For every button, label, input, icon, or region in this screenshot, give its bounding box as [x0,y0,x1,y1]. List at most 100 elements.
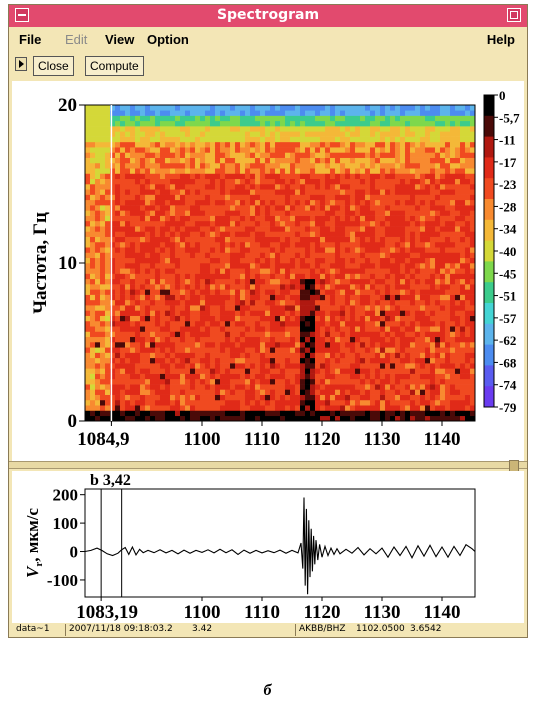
heatmap-cell [180,278,186,285]
menu-option[interactable]: Option [147,32,189,47]
heatmap-cell [415,257,421,264]
heatmap-cell [85,347,91,353]
heatmap-cell [170,231,176,237]
heatmap-cell [190,257,196,264]
heatmap-cell [255,378,261,385]
heatmap-cell [145,405,151,411]
heatmap-cell [155,320,161,327]
heatmap-cell [225,231,231,237]
heatmap-cell [130,236,136,243]
heatmap-cell [345,226,351,232]
heatmap-cell [215,194,221,201]
heatmap-cell [455,331,461,338]
heatmap-cell [100,331,106,338]
heatmap-cell [405,310,411,316]
heatmap-cell [320,115,326,122]
heatmap-cell [470,120,476,127]
expand-arrow-icon[interactable] [15,57,27,71]
heatmap-cell [465,205,471,211]
heatmap-cell [465,241,471,248]
heatmap-cell [240,120,246,127]
heatmap-cell [140,352,146,359]
heatmap-cell [380,342,386,348]
heatmap-cell [365,173,371,180]
heatmap-cell [255,347,261,353]
heatmap-cell [310,336,316,343]
heatmap-cell [395,294,401,301]
compute-button[interactable]: Compute [85,56,144,76]
heatmap-cell [280,110,286,116]
heatmap-cell [165,268,171,274]
heatmap-cell [460,199,466,206]
heatmap-cell [375,284,381,290]
heatmap-cell [210,252,216,259]
heatmap-cell [270,199,276,206]
menu-view[interactable]: View [105,32,135,47]
heatmap-cell [190,120,196,127]
heatmap-cell [165,394,171,401]
heatmap-cell [390,231,396,237]
menu-help[interactable]: Help [486,32,515,47]
heatmap-cell [315,247,321,253]
heatmap-cell [245,236,251,243]
heatmap-cell [180,320,186,327]
heatmap-cell [385,236,391,243]
pane-divider[interactable] [9,461,527,469]
heatmap-cell [385,105,391,111]
heatmap-cell [415,226,421,232]
heatmap-cell [165,226,171,232]
heatmap-cell [280,126,286,132]
heatmap-cell [195,205,201,211]
heatmap-cell [345,110,351,116]
colorbar-label: -79 [499,400,517,415]
menu-file[interactable]: File [19,32,42,47]
heatmap-cell [110,173,116,180]
heatmap-cell [470,168,476,174]
heatmap-cell [385,378,391,385]
heatmap-cell [170,278,176,285]
heatmap-cell [305,415,311,422]
heatmap-cell [90,173,96,180]
heatmap-cell [315,378,321,385]
title-bar[interactable]: Spectrogram [9,5,527,27]
heatmap-cell [410,315,416,322]
heatmap-cell [105,141,111,148]
window-menu-icon[interactable] [15,8,29,22]
heatmap-cell [425,126,431,132]
close-button[interactable]: Close [33,56,74,76]
heatmap-cell [420,399,426,406]
heatmap-cell [235,399,241,406]
heatmap-cell [380,394,386,401]
heatmap-cell [445,173,451,180]
menu-edit[interactable]: Edit [65,32,88,47]
heatmap-cell [440,342,446,348]
heatmap-cell [450,241,456,248]
heatmap-cell [245,273,251,280]
heatmap-cell [445,184,451,190]
heatmap-cell [150,162,156,169]
heatmap-cell [320,257,326,264]
heatmap-cell [470,226,476,232]
heatmap-cell [385,326,391,332]
heatmap-cell [275,299,281,306]
heatmap-cell [385,299,391,306]
heatmap-cell [370,252,376,259]
heatmap-cell [320,126,326,132]
heatmap-cell [345,310,351,316]
heatmap-cell [315,363,321,369]
heatmap-cell [125,173,131,180]
heatmap-cell [115,136,121,143]
maximize-icon[interactable] [507,8,521,22]
heatmap-cell [400,368,406,374]
heatmap-cell [195,278,201,285]
heatmap-cell [220,115,226,122]
heatmap-cell [275,294,281,301]
heatmap-cell [330,162,336,169]
heatmap-cell [320,278,326,285]
heatmap-cell [290,141,296,148]
heatmap-cell [270,368,276,374]
heatmap-cell [350,278,356,285]
heatmap-cell [450,126,456,132]
